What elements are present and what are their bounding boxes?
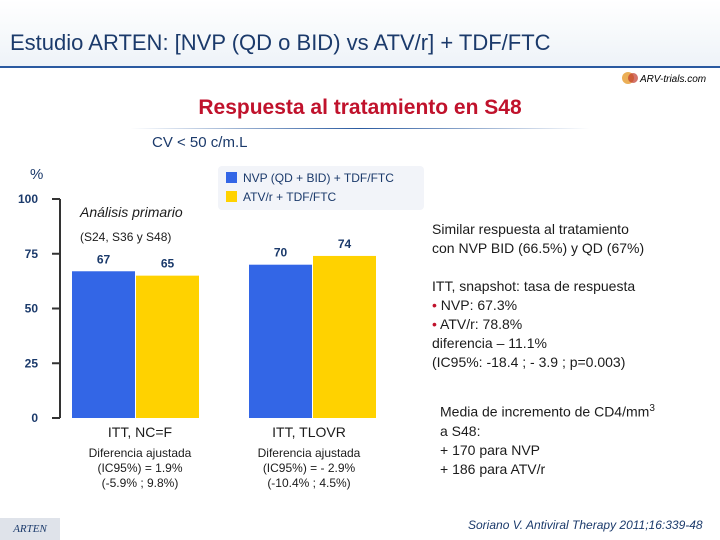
y-tick-label-100: 100	[18, 192, 38, 206]
legend-label-atv: ATV/r + TDF/FTC	[243, 190, 337, 204]
note-cd4-increase: Media de incremento de CD4/mm3 a S48: + …	[440, 399, 655, 479]
y-tick-label-25: 25	[25, 356, 39, 370]
note-cd4-line2: a S48:	[440, 422, 481, 439]
bullet-marker: •	[432, 316, 437, 332]
group-detail-ncf-line1: Diferencia ajustada	[88, 446, 192, 460]
subtitle-divider	[130, 128, 590, 129]
note-itt-nvp: NVP: 67.3%	[440, 297, 518, 313]
group-detail-tlovr-line3: (-10.4% ; 4.5%)	[267, 476, 351, 490]
group-detail-tlovr: Diferencia ajustada (IC95%) = - 2.9% (-1…	[224, 446, 394, 491]
group-label-ncf: ITT, NC=F	[107, 424, 173, 440]
note-itt-ci: (IC95%: -18.4 ; - 3.9 ; p=0.003)	[432, 354, 626, 370]
legend-item-nvp: NVP (QD + BID) + TDF/FTC	[226, 171, 394, 185]
note-cd4-sup: 3	[649, 403, 655, 414]
legend-swatch-atv	[226, 191, 237, 202]
note-itt-nvp-row: • NVP: 67.3%	[432, 296, 635, 315]
note-cd4-atv: + 186 para ATV/r	[440, 460, 546, 477]
note-cd4-line1: Media de incremento de CD4/mm	[440, 403, 650, 420]
bullet-marker: •	[432, 297, 437, 313]
legend-item-atv: ATV/r + TDF/FTC	[226, 190, 336, 204]
group-detail-ncf: Diferencia ajustada (IC95%) = 1.9% (-5.9…	[55, 446, 225, 491]
y-tick-label-50: 50	[25, 302, 39, 316]
bar-chart: 0 25 50 75 100 67 70 65 74	[18, 192, 376, 425]
bar-nvp-group-1	[72, 271, 135, 418]
bar-value-label-nvp-group-2: 70	[274, 246, 288, 260]
group-detail-ncf-line3: (-5.9% ; 9.8%)	[101, 476, 179, 490]
legend-label-nvp: NVP (QD + BID) + TDF/FTC	[243, 171, 394, 185]
cv-threshold-label: CV < 50 c/m.L	[152, 134, 248, 151]
group-detail-ncf-line2: (IC95%) = 1.9%	[97, 461, 183, 475]
group-detail-tlovr-line2: (IC95%) = - 2.9%	[262, 461, 356, 475]
note-itt-atv-row: • ATV/r: 78.8%	[432, 315, 635, 334]
note-similar-response: Similar respuesta al tratamiento con NVP…	[432, 220, 644, 258]
bar-value-label-atv-group-1: 65	[161, 257, 175, 271]
bar-atv-group-2	[313, 255, 376, 418]
note-itt-atv: ATV/r: 78.8%	[440, 316, 523, 332]
y-axis-label: %	[30, 166, 44, 183]
study-footer-tag: ARTEN	[0, 518, 60, 540]
arv-trials-logo: ARV-trials.com	[620, 68, 715, 88]
y-tick-label-75: 75	[25, 247, 39, 261]
note-cd4-line1-row: Media de incremento de CD4/mm3	[440, 399, 655, 422]
note-similar-line1: Similar respuesta al tratamiento	[432, 221, 629, 237]
header-band	[0, 0, 720, 68]
note-itt-line1: ITT, snapshot: tasa de respuesta	[432, 278, 636, 294]
chart-subtitle: Respuesta al tratamiento en S48	[198, 96, 522, 119]
bar-nvp-group-2	[249, 264, 312, 418]
bar-value-label-atv-group-2: 74	[338, 237, 352, 251]
page-title: Estudio ARTEN: [NVP (QD o BID) vs ATV/r]…	[10, 30, 551, 55]
note-itt-snapshot: ITT, snapshot: tasa de respuesta • NVP: …	[432, 277, 635, 372]
bar-atv-group-1	[136, 275, 199, 418]
note-similar-line2: con NVP BID (66.5%) y QD (67%)	[432, 240, 645, 256]
legend-swatch-nvp	[226, 172, 237, 183]
analysis-sub-label: (S24, S36 y S48)	[80, 230, 172, 244]
note-itt-diff: diferencia – 11.1%	[432, 335, 547, 351]
citation: Soriano V. Antiviral Therapy 2011;16:339…	[468, 518, 703, 532]
y-tick-label-0: 0	[31, 411, 38, 425]
note-cd4-nvp: + 170 para NVP	[440, 441, 541, 458]
bar-value-label-nvp-group-1: 67	[97, 252, 111, 266]
chart-legend: NVP (QD + BID) + TDF/FTC ATV/r + TDF/FTC	[218, 166, 424, 210]
group-label-tlovr: ITT, TLOVR	[272, 424, 346, 440]
group-detail-tlovr-line1: Diferencia ajustada	[257, 446, 361, 460]
analysis-label: Análisis primario	[80, 204, 183, 220]
logo-text: ARV-trials.com	[639, 74, 706, 85]
